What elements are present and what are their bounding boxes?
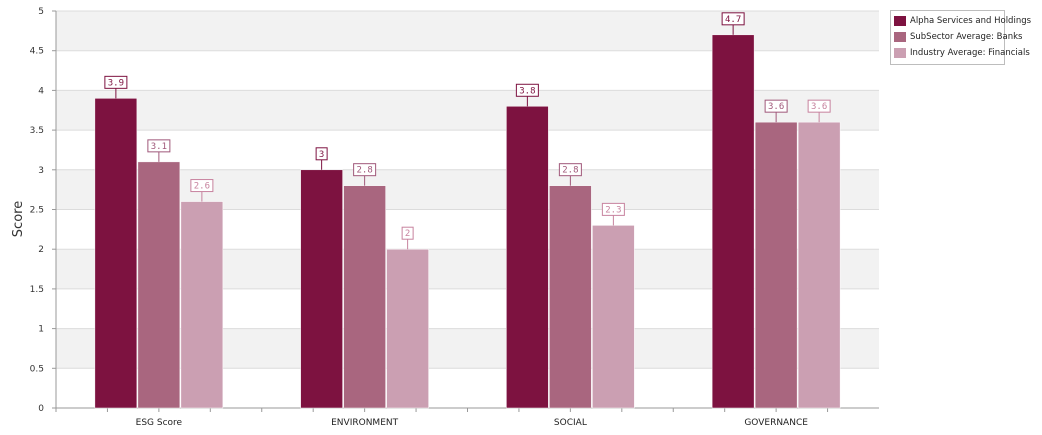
data-labels: 3.9 3.1 2.6 3 2.8 2 3.8 2.8 2.3 4.7 3.6 3.6 <box>104 12 831 250</box>
bar <box>711 34 755 409</box>
data-label-box <box>515 83 539 97</box>
y-axis-label: Score <box>11 201 26 237</box>
bar <box>94 98 138 409</box>
y-ticks: 0 0.5 1 1.5 2 2.5 3 3.5 4 4.5 5 <box>30 7 56 414</box>
bar <box>797 121 841 409</box>
data-label-box <box>147 139 171 153</box>
y-tick-label: 2.5 <box>30 206 44 216</box>
x-tick-label: ENVIRONMENT <box>331 418 398 428</box>
data-label: 2.8 <box>356 166 372 176</box>
legend-label-subsector: SubSector Average: Banks <box>910 32 1023 42</box>
data-label: 3 <box>319 150 324 160</box>
data-label: 2.6 <box>194 182 210 192</box>
grid-band <box>56 50 879 91</box>
data-label-box <box>401 226 414 240</box>
y-tick-label: 0 <box>38 404 44 414</box>
legend-swatch-subsector <box>894 32 906 42</box>
x-tick-label: ESG Score <box>136 418 183 428</box>
data-label: 2 <box>405 229 410 239</box>
data-label: 3.6 <box>768 102 784 112</box>
data-label-box <box>764 99 788 113</box>
data-label-box <box>721 12 745 26</box>
legend-label-industry: Industry Average: Financials <box>910 48 1030 58</box>
legend: Alpha Services and Holdings SubSector Av… <box>890 10 1031 65</box>
y-tick-label: 3 <box>38 166 44 176</box>
y-tick-label: 1 <box>38 325 44 335</box>
data-label: 3.1 <box>151 142 167 152</box>
y-tick-label: 5 <box>38 7 44 17</box>
bars <box>94 34 841 409</box>
legend-label-alpha: Alpha Services and Holdings <box>910 16 1032 26</box>
data-label-box <box>558 163 582 177</box>
legend-swatch-industry <box>894 48 906 58</box>
y-tick-label: 2 <box>38 245 44 255</box>
data-label-box <box>104 75 128 89</box>
data-label: 3.9 <box>108 78 124 88</box>
data-label-box <box>315 147 328 161</box>
bar <box>592 225 635 409</box>
y-tick-label: 1.5 <box>30 285 44 295</box>
data-label: 3.6 <box>811 102 827 112</box>
x-tick-label: GOVERNANCE <box>744 418 808 428</box>
bar <box>343 185 386 409</box>
data-label-box <box>190 179 214 193</box>
x-ticks: ESG Score ENVIRONMENT SOCIAL GOVERNANCE <box>55 408 829 428</box>
data-label-box <box>807 99 831 113</box>
bar <box>386 248 429 409</box>
y-tick-label: 4 <box>38 86 44 96</box>
legend-swatch-alpha <box>894 16 906 26</box>
data-label: 2.3 <box>605 205 621 215</box>
bar <box>137 161 181 409</box>
x-tick-label: SOCIAL <box>554 418 587 428</box>
data-label-box <box>601 202 625 216</box>
y-tick-label: 4.5 <box>30 47 44 57</box>
bar <box>180 201 224 409</box>
bar <box>300 169 343 409</box>
data-label-box <box>353 163 377 177</box>
legend-item: Industry Average: Financials <box>894 45 1030 61</box>
data-label: 2.8 <box>562 166 578 176</box>
y-tick-label: 3.5 <box>30 126 44 136</box>
bar <box>754 121 798 409</box>
legend-item: Alpha Services and Holdings <box>894 13 1031 29</box>
y-tick-label: 0.5 <box>30 364 44 374</box>
bar <box>506 106 549 409</box>
grid-band <box>56 11 879 51</box>
data-label: 3.8 <box>519 86 535 96</box>
bar <box>549 185 592 409</box>
legend-item: SubSector Average: Banks <box>894 29 1022 45</box>
data-label: 4.7 <box>725 15 741 25</box>
